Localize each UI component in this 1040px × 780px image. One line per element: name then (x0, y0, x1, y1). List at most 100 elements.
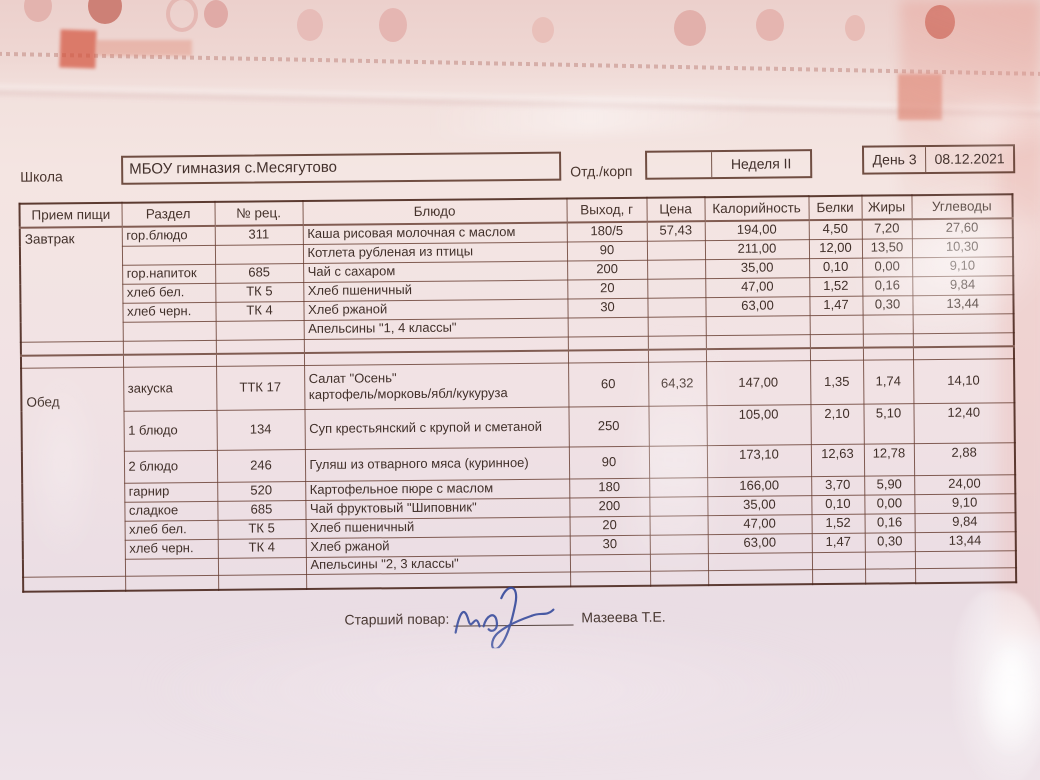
red-stain (59, 29, 97, 69)
menu-cell: 12,78 (863, 443, 915, 476)
menu-cell: закуска (123, 365, 217, 411)
red-stain (96, 40, 192, 56)
menu-cell (122, 339, 216, 355)
menu-cell (20, 340, 123, 356)
signature-row: Старший повар: Мазеева Т.Е. (344, 586, 1018, 649)
menu-cell: ТК 4 (217, 538, 306, 558)
menu-cell (215, 339, 304, 354)
menu-cell (865, 568, 916, 584)
column-header: Блюдо (302, 198, 567, 226)
menu-cell: 166,00 (707, 476, 812, 497)
menu-cell: Котлета рубленая из птицы (302, 241, 568, 264)
menu-cell (912, 313, 1014, 334)
handwritten-signature (454, 586, 555, 649)
menu-cell: 47,00 (707, 514, 812, 535)
menu-cell (648, 405, 707, 446)
menu-cell: 180/5 (566, 221, 647, 242)
menu-cell: 57,43 (646, 221, 705, 241)
menu-cell: гор.блюдо (121, 225, 215, 246)
day-value: День 3 (863, 147, 927, 173)
menu-cell: Апельсины "1, 4 классы" (303, 317, 568, 340)
menu-cell (647, 278, 706, 298)
menu-cell: 13,44 (912, 294, 1014, 315)
menu-cell: 47,00 (705, 277, 810, 298)
menu-cell: 20 (567, 278, 648, 299)
binder-hole (756, 9, 784, 41)
menu-cell (649, 534, 708, 554)
menu-cell (647, 259, 706, 279)
menu-cell: ТК 4 (215, 301, 304, 321)
column-header: Прием пищи (19, 202, 122, 228)
menu-cell (647, 316, 706, 336)
menu-cell (23, 575, 126, 592)
menu-cell: 147,00 (706, 360, 811, 406)
document-paper: Школа МБОУ гимназия с.Месягутово Отд./ко… (18, 144, 1019, 649)
menu-cell: 200 (567, 259, 648, 280)
menu-cell: гор.напиток (122, 263, 216, 284)
menu-cell: Хлеб ржаной (303, 298, 568, 321)
menu-cell: 63,00 (705, 296, 810, 317)
column-header: Раздел (121, 201, 215, 227)
menu-cell (649, 477, 708, 497)
chef-name: Мазеева Т.Е. (581, 608, 666, 626)
menu-cell (215, 320, 304, 340)
school-label: Школа (20, 168, 63, 185)
menu-cell: 64,32 (648, 361, 707, 406)
menu-cell (648, 445, 708, 478)
menu-cell: 20 (569, 515, 650, 536)
menu-cell: ТК 5 (215, 282, 304, 302)
menu-cell: 63,00 (707, 533, 812, 554)
column-header: Цена (646, 197, 705, 222)
binder-hole (24, 0, 52, 22)
menu-cell (217, 557, 307, 575)
menu-cell: 4,50 (808, 219, 862, 240)
menu-cell: 1 блюдо (123, 409, 217, 451)
menu-cell: 685 (217, 500, 306, 520)
menu-cell: ТТК 17 (216, 365, 305, 410)
menu-cell: хлеб черн. (124, 538, 218, 559)
menu-cell (705, 334, 810, 350)
menu-cell (569, 553, 651, 572)
binder-hole (297, 9, 323, 41)
menu-cell (809, 314, 863, 335)
menu-cell: 12,63 (810, 443, 865, 477)
menu-cell: 10,30 (911, 237, 1014, 258)
menu-cell: 134 (216, 409, 305, 450)
menu-cell: 685 (215, 263, 304, 283)
menu-cell: Хлеб пшеничный (303, 279, 568, 302)
menu-table-body: Завтрак гор.блюдо 311 Каша рисовая молочная… (19, 218, 1017, 592)
menu-cell: 250 (568, 405, 649, 447)
meal-name-cell: Завтрак (19, 226, 123, 342)
dept-label: Отд./корп (570, 162, 633, 180)
menu-cell (809, 347, 864, 361)
menu-cell: 105,00 (706, 404, 811, 446)
menu-cell: 9,84 (914, 512, 1016, 533)
menu-cell: 60 (568, 361, 649, 407)
menu-cell (567, 316, 648, 337)
menu-cell (218, 574, 307, 590)
menu-cell: 35,00 (707, 495, 812, 516)
menu-cell: 520 (217, 481, 306, 501)
menu-cell: 12,00 (808, 238, 863, 259)
menu-cell: 9,10 (914, 493, 1016, 514)
menu-cell: хлеб черн. (122, 301, 216, 322)
menu-cell: 30 (569, 534, 650, 555)
menu-cell: 1,35 (810, 359, 864, 405)
menu-cell: 14,10 (913, 358, 1015, 404)
menu-cell (647, 297, 706, 317)
menu-cell (708, 569, 813, 586)
plastic-sleeve-edge (0, 0, 1040, 118)
dept-value-field (647, 152, 713, 178)
menu-cell: ТК 5 (217, 519, 306, 539)
menu-cell: 30 (567, 297, 648, 318)
menu-cell: 0,30 (862, 295, 913, 315)
document-header: Школа МБОУ гимназия с.Месягутово Отд./ко… (18, 144, 1016, 201)
menu-cell (647, 349, 707, 362)
binder-hole (166, 0, 198, 32)
menu-cell (567, 335, 648, 351)
menu-cell: 24,00 (914, 474, 1016, 495)
menu-cell (862, 347, 914, 360)
menu-cell: 7,20 (861, 219, 912, 239)
menu-cell (20, 354, 124, 368)
school-name-field: МБОУ гимназия с.Месягутово (121, 151, 562, 185)
